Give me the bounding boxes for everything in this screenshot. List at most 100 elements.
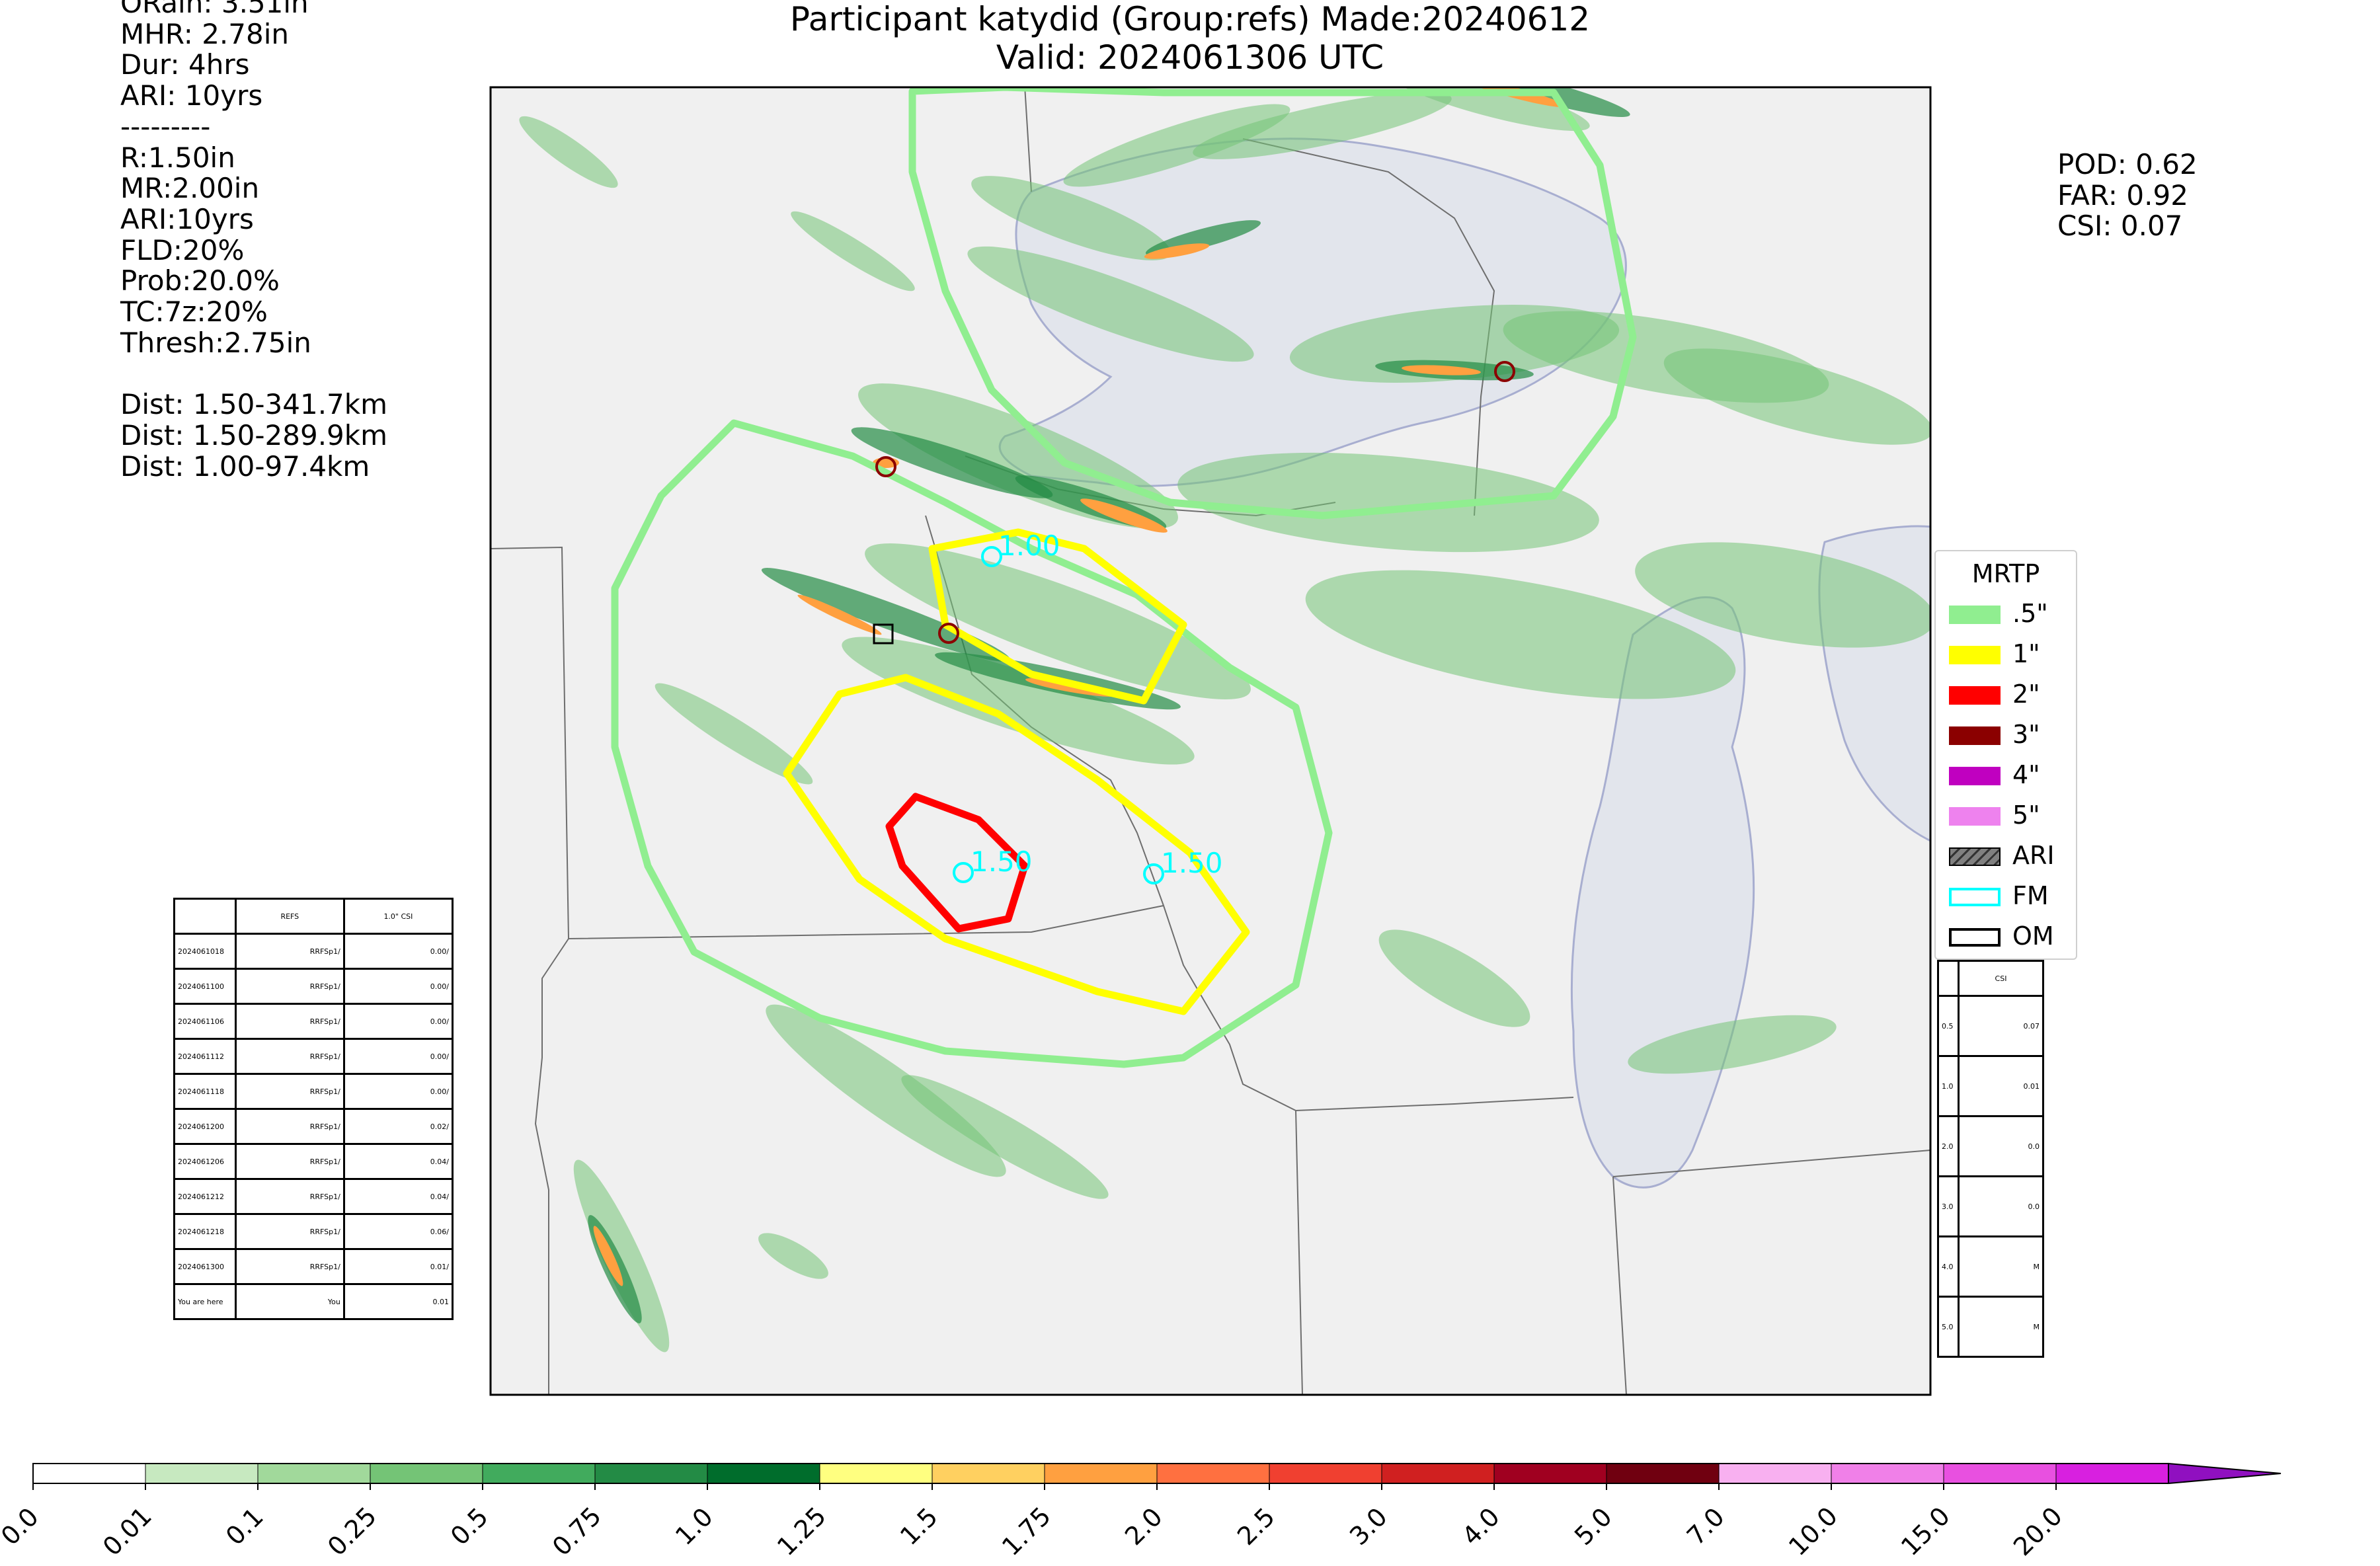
csi-history-table: REFS 1.0" CSI 2024061018 RRFSp1/0.00/202406… <box>173 898 454 1320</box>
table-cell: RRFSp1/ <box>234 1178 345 1215</box>
colorbar-outline <box>32 1463 2168 1484</box>
table-cell: 2.0 <box>1937 1115 1960 1177</box>
colorbar <box>32 1462 2281 1490</box>
table-cell: 2024061112 <box>173 1038 237 1075</box>
table-row: 1.0 0.01 <box>1937 1055 2044 1117</box>
table-header-row: REFS 1.0" CSI <box>173 898 454 935</box>
info-line: Dist: 1.50-289.9km <box>120 418 388 451</box>
lake-superior <box>998 137 1627 487</box>
table-cell: RRFSp1/ <box>234 1038 345 1075</box>
table-cell: RRFSp1/ <box>234 968 345 1005</box>
pod-score: POD: 0.62 <box>2057 148 2198 180</box>
colorbar-segment <box>1156 1463 1270 1484</box>
legend-item: 5" <box>1945 798 2071 831</box>
table-cell: 2024061118 <box>173 1073 237 1110</box>
verification-scores: POD: 0.62 FAR: 0.92 CSI: 0.07 <box>2057 149 2198 242</box>
info-line: Prob:20.0% <box>120 264 280 297</box>
legend-label: 1" <box>2012 639 2040 668</box>
legend-item: 3" <box>1945 717 2071 750</box>
table-row: 0.5 0.07 <box>1937 995 2044 1057</box>
colorbar-segment <box>594 1463 708 1484</box>
info-line: R:1.50in <box>120 141 235 174</box>
table-cell: RRFSp1/ <box>234 933 345 970</box>
legend-item: 4" <box>1945 758 2071 791</box>
legend-swatch <box>1949 606 2001 624</box>
title-line-2: Valid: 2024061306 UTC <box>996 38 1384 77</box>
table-cell: 0.01 <box>342 1283 454 1320</box>
legend-label: 4" <box>2012 760 2040 789</box>
table-row: 2024061112 RRFSp1/0.00/ <box>173 1038 454 1075</box>
table-cell: 0.01/ <box>342 1248 454 1285</box>
colorbar-segment <box>257 1463 371 1484</box>
legend-swatch <box>1949 807 2001 826</box>
info-line: --------- <box>120 110 211 143</box>
colorbar-segment <box>370 1463 483 1484</box>
table-header-cell: REFS <box>234 898 345 935</box>
table-row: 2024061018 RRFSp1/0.00/ <box>173 933 454 970</box>
info-line: Thresh:2.75in <box>120 326 311 359</box>
table-cell: 2024061018 <box>173 933 237 970</box>
table-cell: You are here <box>173 1283 237 1320</box>
mrtp-contour-2in <box>885 793 1029 933</box>
table-cell: 0.00/ <box>342 968 454 1005</box>
threshold-csi-table: CSI 0.5 0.07 1.0 0.01 2.0 0.0 3.0 0.0 4.0 M 5.0 M <box>1937 960 2044 1358</box>
legend-swatch <box>1949 847 2001 866</box>
colorbar-segment <box>2055 1463 2169 1484</box>
info-line: MHR: 2.78in <box>120 17 290 50</box>
table-cell: 0.01 <box>1958 1055 2044 1117</box>
table-header-cell <box>173 898 237 935</box>
table-cell: 0.00/ <box>342 1003 454 1040</box>
legend-item: 1" <box>1945 637 2071 670</box>
legend-swatch <box>1949 928 2001 947</box>
table-header-cell: CSI <box>1958 960 2044 997</box>
table-row: 2.0 0.0 <box>1937 1115 2044 1177</box>
table-cell: 0.0 <box>1958 1175 2044 1237</box>
colorbar-segment <box>1044 1463 1158 1484</box>
table-cell: 0.07 <box>1958 995 2044 1057</box>
colorbar-segment <box>145 1463 258 1484</box>
table-row: 2024061300 RRFSp1/0.01/ <box>173 1248 454 1285</box>
colorbar-segment <box>1943 1463 2057 1484</box>
legend-item: .5" <box>1945 596 2071 629</box>
table-cell: RRFSp1/ <box>234 1213 345 1250</box>
table-row: You are here You 0.01 <box>173 1283 454 1320</box>
legend-label: FM <box>2012 881 2049 910</box>
info-line: Dist: 1.50-341.7km <box>120 388 388 421</box>
table-cell: 0.00/ <box>342 933 454 970</box>
info-line: MR:2.00in <box>120 172 260 205</box>
forecast-info-block: ORain: 3.51in MHR: 2.78in Dur: 4hrs ARI: 10… <box>120 0 387 482</box>
precip-field <box>519 87 1930 1352</box>
colorbar-segment <box>1718 1463 1832 1484</box>
legend-label: .5" <box>2012 599 2048 628</box>
table-row: 2024061100 RRFSp1/0.00/ <box>173 968 454 1005</box>
state-boundaries <box>491 87 1930 1395</box>
table-cell: 0.04/ <box>342 1143 454 1180</box>
csi-score: CSI: 0.07 <box>2057 210 2183 243</box>
table-cell: RRFSp1/ <box>234 1003 345 1040</box>
om-marker <box>873 623 894 645</box>
table-cell: M <box>1958 1296 2044 1358</box>
table-cell: RRFSp1/ <box>234 1108 345 1145</box>
legend-label: OM <box>2012 921 2054 951</box>
contour-label-3: 1.50 <box>1161 847 1223 879</box>
table-cell: 2024061218 <box>173 1213 237 1250</box>
table-header-cell <box>1937 960 1960 997</box>
table-cell: RRFSp1/ <box>234 1073 345 1110</box>
colorbar-segment <box>1493 1463 1607 1484</box>
colorbar-extend-arrow <box>2168 1462 2281 1485</box>
table-cell: M <box>1958 1235 2044 1298</box>
table-row: 2024061212 RRFSp1/0.04/ <box>173 1178 454 1215</box>
far-score: FAR: 0.92 <box>2057 178 2188 212</box>
ari-markers <box>875 361 1515 644</box>
table-cell: 1.0 <box>1937 1055 1960 1117</box>
table-row: 2024061106 RRFSp1/0.00/ <box>173 1003 454 1040</box>
mrtp-legend: MRTP .5" 1" 2" 3" 4" 5" ARI FM OM <box>1934 550 2077 960</box>
colorbar-segment <box>1381 1463 1495 1484</box>
table-cell: 0.04/ <box>342 1178 454 1215</box>
table-cell: 0.02/ <box>342 1108 454 1145</box>
table-row: 2024061200 RRFSp1/0.02/ <box>173 1108 454 1145</box>
legend-title: MRTP <box>1971 559 2040 588</box>
table-header-row: CSI <box>1937 960 2044 997</box>
table-cell: 4.0 <box>1937 1235 1960 1298</box>
table-row: 2024061206 RRFSp1/0.04/ <box>173 1143 454 1180</box>
